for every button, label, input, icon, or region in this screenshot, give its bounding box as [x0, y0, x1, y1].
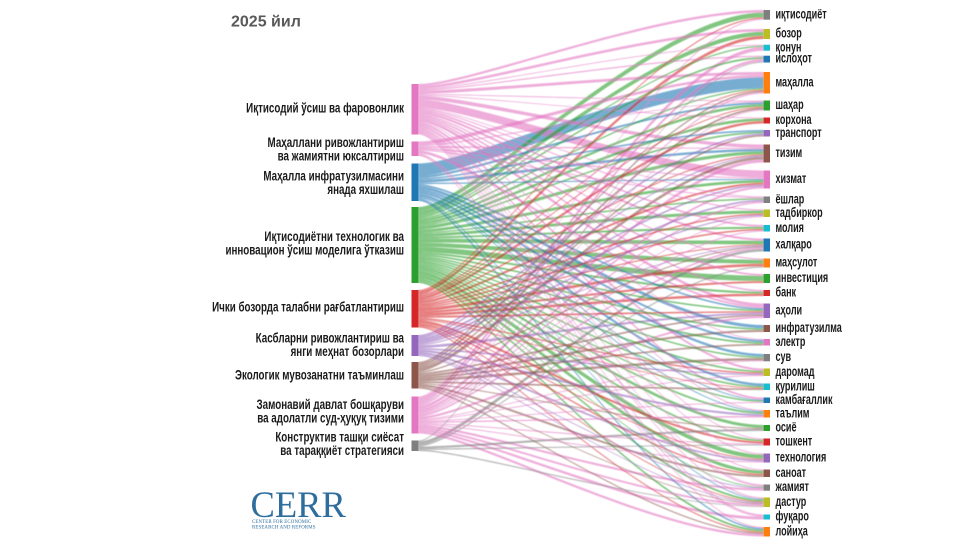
svg-text:тошкент: тошкент	[776, 434, 813, 449]
svg-text:инновацион ўсиш моделига ўтказ: инновацион ўсиш моделига ўтказиш	[225, 242, 404, 258]
svg-text:Конструктив ташқи сиёсат: Конструктив ташқи сиёсат	[275, 429, 404, 445]
svg-text:хизмат: хизмат	[776, 171, 807, 186]
svg-text:CERR: CERR	[251, 484, 347, 525]
svg-text:даромад: даромад	[776, 364, 815, 379]
svg-text:дастур: дастур	[776, 494, 807, 509]
svg-text:таълим: таълим	[776, 406, 810, 421]
svg-text:қонун: қонун	[776, 39, 802, 54]
svg-text:жамият: жамият	[775, 479, 809, 494]
svg-text:камбағаллик: камбағаллик	[776, 392, 833, 407]
svg-text:қурилиш: қурилиш	[776, 379, 815, 394]
svg-text:янада яхшилаш: янада яхшилаш	[327, 181, 404, 197]
svg-text:шаҳар: шаҳар	[776, 97, 804, 112]
svg-text:ёшлар: ёшлар	[776, 191, 805, 206]
svg-text:Замонавий давлат бошқаруви: Замонавий давлат бошқаруви	[257, 396, 404, 412]
svg-text:фуқаро: фуқаро	[776, 509, 809, 524]
svg-text:RESEARCH AND REFORMS: RESEARCH AND REFORMS	[252, 526, 316, 531]
svg-text:Ички бозорда талабни рағбатлан: Ички бозорда талабни рағбатлантириш	[212, 299, 404, 315]
svg-text:инфратузилма: инфратузилма	[776, 320, 843, 335]
svg-text:Иқтисодий ўсиш ва фаровонлик: Иқтисодий ўсиш ва фаровонлик	[246, 100, 405, 116]
svg-text:Маҳалла инфратузилмасини: Маҳалла инфратузилмасини	[263, 168, 404, 184]
svg-text:Иқтисодиётни технологик ва: Иқтисодиётни технологик ва	[264, 228, 404, 244]
svg-text:банк: банк	[776, 285, 797, 300]
svg-text:янги меҳнат бозорлари: янги меҳнат бозорлари	[291, 343, 404, 359]
svg-text:молия: молия	[776, 220, 804, 235]
svg-text:осиё: осиё	[776, 420, 797, 435]
svg-text:саноат: саноат	[776, 465, 807, 480]
svg-text:халқаро: халқаро	[776, 237, 812, 252]
svg-text:тадбиркор: тадбиркор	[776, 205, 823, 220]
svg-text:ислоҳот: ислоҳот	[776, 51, 813, 66]
svg-text:ва тараққиёт стратегияси: ва тараққиёт стратегияси	[280, 442, 404, 458]
svg-text:ва жамиятни юксалтириш: ва жамиятни юксалтириш	[278, 148, 404, 164]
svg-text:ва адолатли суд-ҳуқуқ тизими: ва адолатли суд-ҳуқуқ тизими	[257, 410, 404, 426]
svg-text:транспорт: транспорт	[776, 125, 822, 140]
svg-text:аҳоли: аҳоли	[776, 303, 803, 318]
svg-text:электр: электр	[776, 334, 806, 349]
svg-text:Касбларни ривожлантириш ва: Касбларни ривожлантириш ва	[256, 330, 405, 346]
svg-text:бозор: бозор	[776, 26, 802, 41]
svg-text:сув: сув	[776, 349, 792, 364]
svg-text:2025 йил: 2025 йил	[231, 14, 301, 31]
svg-text:маҳалла: маҳалла	[776, 74, 814, 89]
svg-text:корхона: корхона	[776, 112, 812, 127]
svg-text:Маҳаллани ривожлантириш: Маҳаллани ривожлантириш	[268, 134, 404, 150]
svg-text:маҳсулот: маҳсулот	[776, 255, 818, 270]
svg-text:тизим: тизим	[776, 145, 803, 160]
svg-text:CENTER FOR ECONOMIC: CENTER FOR ECONOMIC	[252, 520, 311, 525]
svg-text:инвестиция: инвестиция	[776, 270, 829, 285]
svg-text:лойиҳа: лойиҳа	[776, 524, 809, 539]
svg-text:технология: технология	[776, 450, 827, 465]
svg-text:Экологик мувозанатни таъминлаш: Экологик мувозанатни таъминлаш	[235, 367, 404, 383]
svg-text:иқтисодиёт: иқтисодиёт	[776, 7, 827, 22]
